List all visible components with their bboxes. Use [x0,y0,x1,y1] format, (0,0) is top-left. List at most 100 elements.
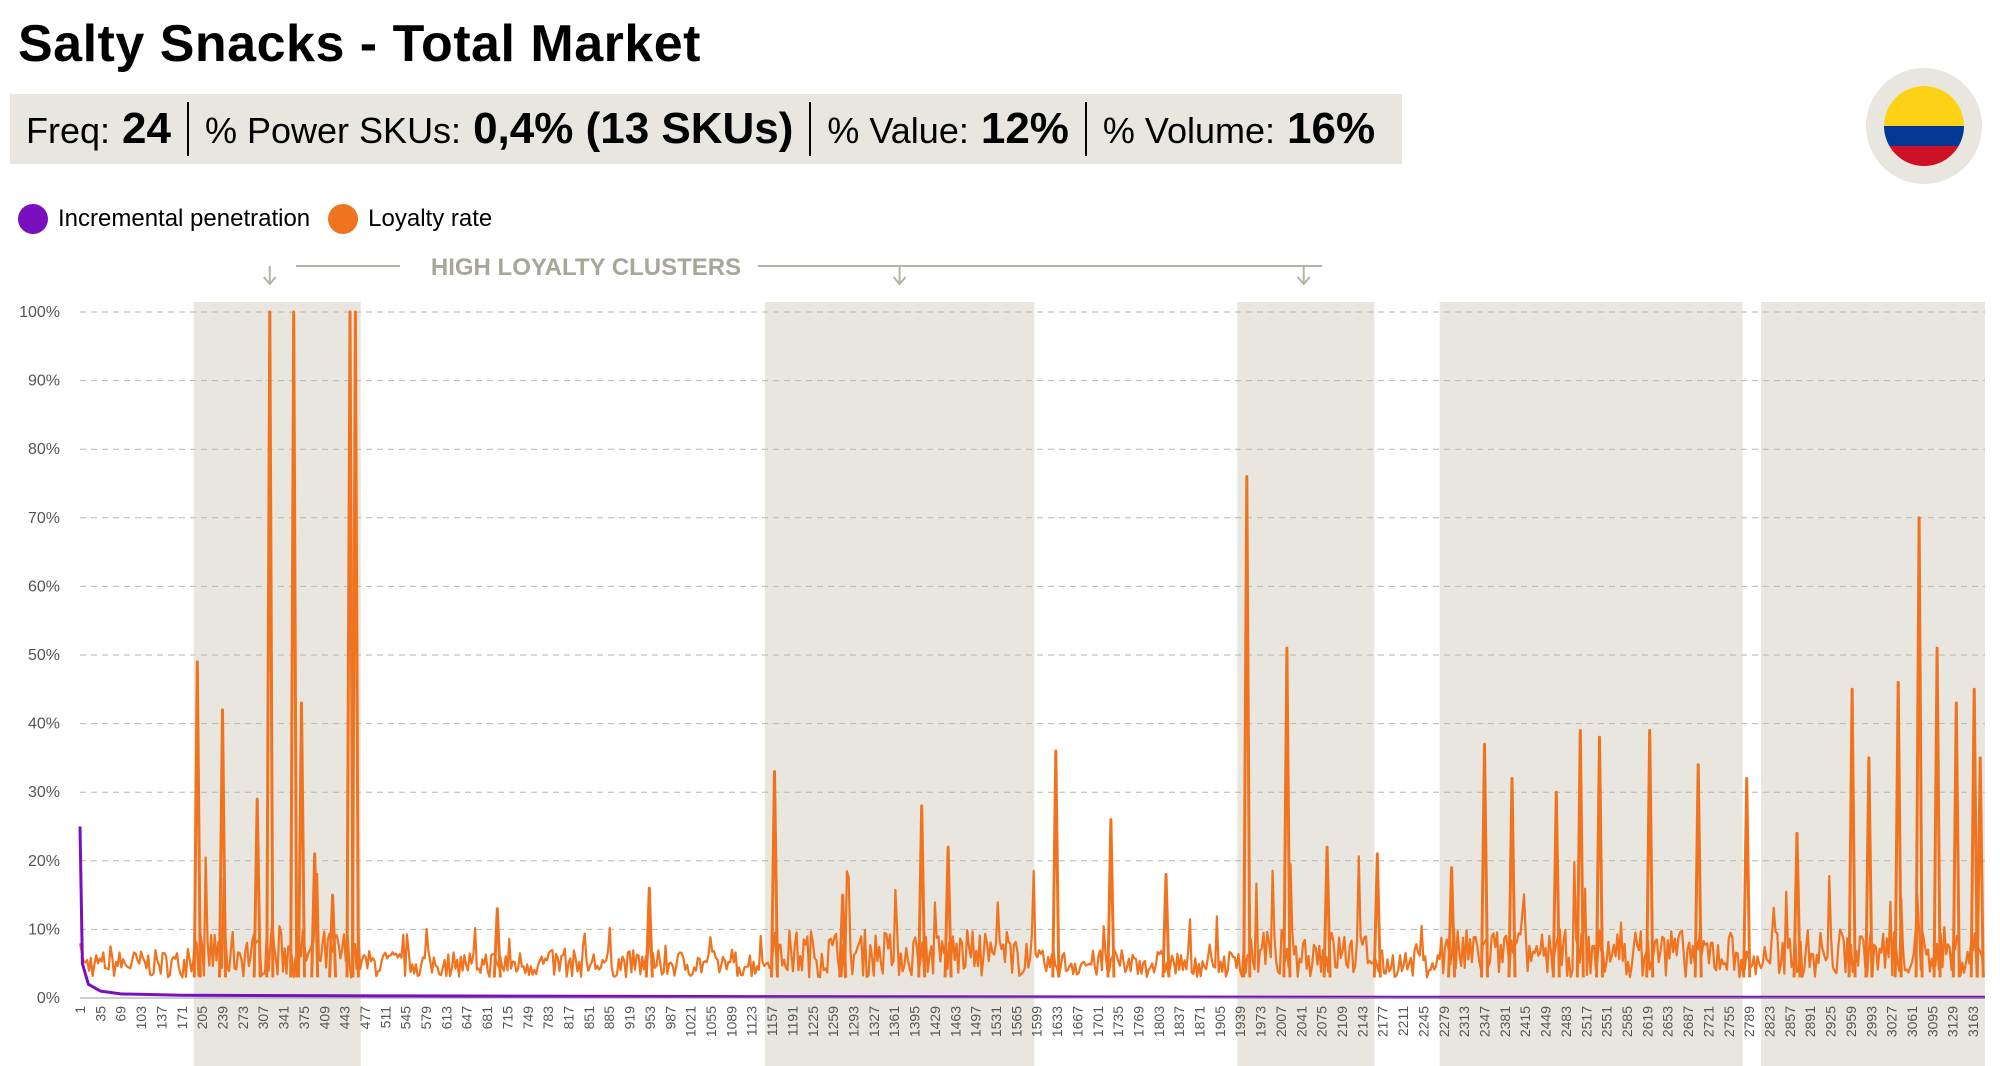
y-tick-label: 60% [28,578,60,595]
loyalty-rate-peak [1742,777,1752,978]
x-tick-label: 2449 [1538,1006,1554,1037]
x-tick-label: 3129 [1945,1006,1961,1037]
legend-item-incremental-penetration: Incremental penetration [18,204,310,234]
x-tick-label: 3163 [1965,1006,1981,1037]
y-tick-label: 90% [28,373,60,390]
x-tick-label: 783 [540,1006,556,1030]
x-tick-label: 1905 [1212,1006,1228,1037]
x-tick-label: 1735 [1110,1006,1126,1037]
x-tick-label: 1089 [723,1006,739,1037]
loyalty-rate-peak [1051,749,1061,978]
x-tick-label: 511 [377,1006,393,1029]
x-tick-label: 1191 [784,1006,800,1036]
y-tick-label: 10% [28,921,60,938]
flag-stripe-yellow [1884,86,1964,126]
kpi-volume-share: % Volume: 16% [1087,102,1391,156]
x-tick-label: 2415 [1517,1006,1533,1037]
y-tick-label: 20% [28,853,60,870]
x-tick-label: 2313 [1456,1006,1472,1037]
loyalty-rate-peak [1864,756,1874,978]
x-tick-label: 69 [113,1006,129,1022]
x-tick-label: 1939 [1232,1006,1248,1037]
x-tick-label: 1123 [744,1006,760,1036]
x-tick-label: 2279 [1436,1006,1452,1037]
kpi-label: % Value: [827,110,969,151]
x-tick-label: 1701 [1090,1006,1106,1037]
loyalty-rate-peak [1551,790,1561,978]
x-tick-label: 2551 [1599,1006,1615,1037]
legend-swatch [328,204,359,234]
x-tick-label: 1973 [1253,1006,1269,1037]
x-tick-label: 103 [133,1006,149,1030]
loyalty-rate-peak [265,310,275,978]
legend-swatch [18,204,48,234]
annotation-arrow-head [1296,276,1311,286]
loyalty-rate-peak [943,845,953,978]
x-tick-label: 1395 [907,1006,923,1037]
loyalty-rate-peak [1792,831,1802,978]
x-tick-label: 35 [92,1006,108,1022]
x-tick-label: 2789 [1741,1006,1757,1037]
x-tick-label: 715 [500,1006,516,1030]
loyalty-chart: 0% 10% 20% 30% 40% 50% 60% 70% 80% 90% 100% HIGH LO… [19,254,1985,1066]
x-tick-label: 817 [561,1006,577,1030]
x-tick-label: 1327 [866,1006,882,1037]
x-tick-label: 3061 [1904,1006,1920,1037]
x-tick-label: 2075 [1314,1006,1330,1037]
loyalty-rate-peak [1282,646,1292,978]
x-tick-label: 2823 [1762,1006,1778,1037]
annotation-arrow-head [263,276,277,286]
loyalty-rate-peak [1161,873,1171,978]
x-tick-label: 1021 [683,1006,699,1037]
legend-item-loyalty-rate: Loyalty rate [328,204,492,234]
x-tick-label: 137 [153,1006,169,1030]
x-tick-label: 205 [194,1006,210,1030]
x-tick-label: 2993 [1863,1006,1879,1037]
loyalty-rate-peak [770,770,779,978]
x-tick-label: 579 [418,1006,434,1030]
legend-label: Loyalty rate [368,205,493,232]
chart-legend: Incremental penetration Loyalty rate [18,204,510,234]
x-tick-label: 1803 [1151,1006,1167,1037]
loyalty-rate-peak [297,701,306,978]
x-tick-label: 1293 [846,1006,862,1037]
x-tick-label: 2517 [1578,1006,1594,1037]
x-tick-label: 375 [296,1006,312,1030]
kpi-value: 0,4% (13 SKUs) [473,104,794,153]
x-tick-label: 2347 [1477,1006,1493,1037]
x-tick-label: 613 [438,1006,454,1030]
x-tick-label: 885 [601,1006,617,1030]
x-tick-label: 2619 [1639,1006,1655,1037]
x-tick-label: 2245 [1415,1006,1431,1037]
kpi-label: Freq: [26,110,111,151]
annotation-arrow-head [892,276,907,286]
loyalty-rate-peak [218,708,227,978]
loyalty-rate-line [78,855,1985,979]
x-tick-label: 1225 [805,1006,821,1037]
x-tick-label: 2483 [1558,1006,1574,1037]
loyalty-rate-peak [1595,735,1604,978]
x-tick-label: 1667 [1069,1006,1085,1037]
x-tick-label: 3027 [1884,1006,1900,1037]
loyalty-rate-peak [1645,729,1655,978]
x-tick-label: 987 [662,1006,678,1030]
loyalty-rate-peak [252,797,262,978]
kpi-value-share: % Value: 12% [811,102,1087,156]
x-tick-label: 749 [520,1006,536,1030]
x-tick-label: 2755 [1721,1006,1737,1037]
loyalty-rate-peak [1106,818,1116,978]
loyalty-rate-peak [310,852,320,978]
loyalty-rate-peak [1322,845,1332,978]
loyalty-rate-peak [192,660,202,978]
page-title: Salty Snacks - Total Market [18,15,701,73]
x-tick-label: 1429 [927,1006,943,1037]
loyalty-rate-peak [1693,763,1703,978]
x-tick-label: 1769 [1131,1006,1147,1037]
kpi-power-skus: % Power SKUs: 0,4% (13 SKUs) [189,102,812,156]
loyalty-rate-peak [289,310,299,978]
x-tick-label: 2007 [1273,1006,1289,1037]
x-tick-label: 2959 [1843,1006,1859,1037]
x-tick-label: 681 [479,1006,495,1030]
incremental-penetration-line [78,826,1985,999]
loyalty-rate-peak [350,310,360,978]
